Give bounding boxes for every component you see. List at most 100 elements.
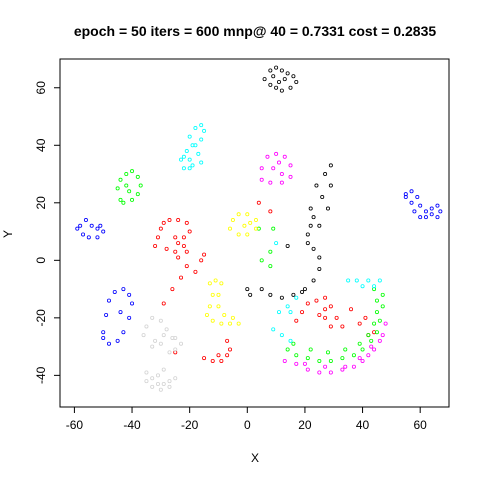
data-point — [182, 236, 185, 239]
data-point — [214, 279, 217, 282]
data-point — [79, 224, 82, 227]
data-point — [424, 210, 427, 213]
data-point — [179, 158, 182, 161]
data-point — [182, 167, 185, 170]
data-point — [174, 250, 177, 253]
data-point — [128, 316, 131, 319]
data-point — [185, 264, 188, 267]
data-point — [372, 322, 375, 325]
data-point — [263, 78, 266, 81]
data-point — [128, 293, 131, 296]
data-point — [162, 333, 165, 336]
data-point — [107, 299, 110, 302]
x-tick-label: -40 — [123, 418, 141, 432]
data-point — [280, 89, 283, 92]
data-point — [300, 290, 303, 293]
data-point — [249, 221, 252, 224]
data-point — [194, 270, 197, 273]
data-point — [349, 308, 352, 311]
data-point — [185, 221, 188, 224]
data-point — [378, 279, 381, 282]
data-point — [413, 210, 416, 213]
data-point — [289, 339, 292, 342]
data-point — [367, 333, 370, 336]
data-point — [283, 78, 286, 81]
data-point — [318, 224, 321, 227]
data-point — [156, 374, 159, 377]
y-tick-label: -20 — [34, 309, 48, 327]
data-point — [162, 221, 165, 224]
data-point — [211, 319, 214, 322]
data-point — [243, 224, 246, 227]
data-point — [410, 190, 413, 193]
x-tick-label: -20 — [181, 418, 199, 432]
data-point — [312, 247, 315, 250]
data-point — [211, 359, 214, 362]
data-point — [96, 227, 99, 230]
data-point — [272, 167, 275, 170]
data-point — [318, 313, 321, 316]
data-point — [162, 302, 165, 305]
data-point — [136, 175, 139, 178]
data-point — [269, 293, 272, 296]
data-point — [347, 279, 350, 282]
data-point — [237, 322, 240, 325]
data-point — [228, 322, 231, 325]
data-point — [130, 198, 133, 201]
data-point — [329, 359, 332, 362]
data-point — [436, 216, 439, 219]
data-point — [168, 218, 171, 221]
data-point — [309, 207, 312, 210]
data-point — [318, 267, 321, 270]
y-tick-label: 20 — [34, 196, 48, 210]
data-point — [361, 359, 364, 362]
data-point — [272, 227, 275, 230]
data-point — [309, 224, 312, 227]
data-point — [289, 164, 292, 167]
data-point — [329, 325, 332, 328]
data-point — [289, 310, 292, 313]
data-point — [272, 328, 275, 331]
data-point — [321, 195, 324, 198]
data-point — [162, 382, 165, 385]
data-point — [306, 241, 309, 244]
x-tick-label: 40 — [356, 418, 370, 432]
data-point — [119, 178, 122, 181]
data-point — [277, 161, 280, 164]
data-point — [145, 371, 148, 374]
data-point — [358, 322, 361, 325]
data-point — [378, 319, 381, 322]
data-point — [280, 333, 283, 336]
data-point — [153, 339, 156, 342]
data-point — [125, 172, 128, 175]
data-point — [220, 282, 223, 285]
data-point — [306, 233, 309, 236]
data-point — [165, 328, 168, 331]
data-point — [358, 342, 361, 345]
data-point — [309, 348, 312, 351]
data-point — [272, 75, 275, 78]
data-point — [430, 207, 433, 210]
data-point — [122, 201, 125, 204]
data-point — [174, 236, 177, 239]
data-point — [280, 296, 283, 299]
y-tick-label: 60 — [34, 81, 48, 95]
data-point — [280, 172, 283, 175]
data-point — [217, 293, 220, 296]
data-point — [275, 86, 278, 89]
data-point — [277, 80, 280, 83]
data-point — [177, 256, 180, 259]
data-point — [202, 253, 205, 256]
data-point — [226, 339, 229, 342]
data-point — [90, 224, 93, 227]
x-tick-label: 0 — [244, 418, 251, 432]
x-tick-label: -60 — [66, 418, 84, 432]
data-point — [200, 259, 203, 262]
data-point — [102, 230, 105, 233]
data-point — [367, 279, 370, 282]
data-point — [275, 66, 278, 69]
data-point — [361, 285, 364, 288]
data-point — [378, 339, 381, 342]
data-point — [344, 365, 347, 368]
data-point — [96, 236, 99, 239]
